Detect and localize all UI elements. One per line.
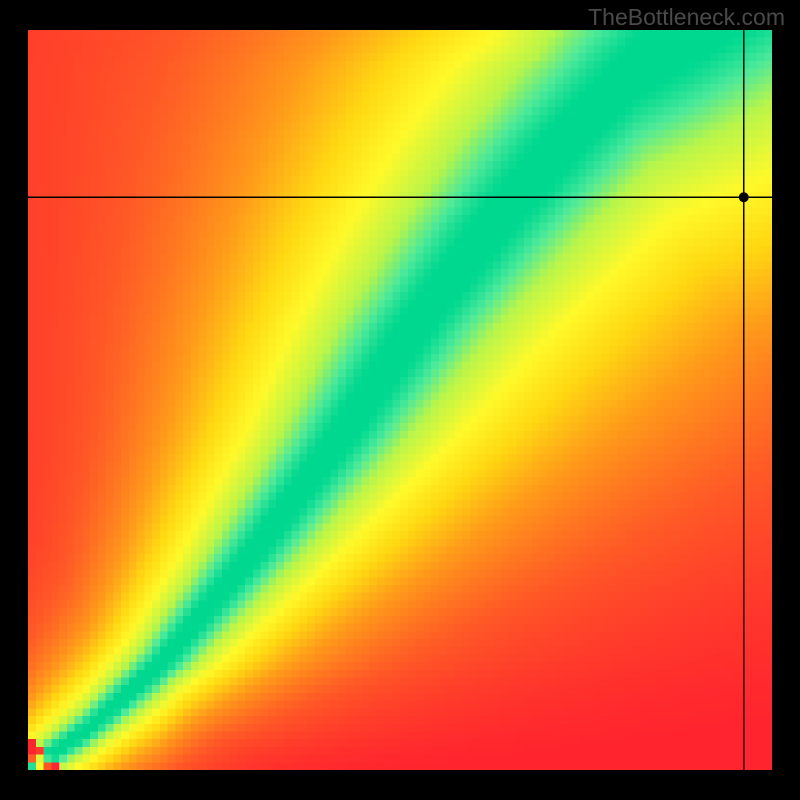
- chart-container: TheBottleneck.com: [0, 0, 800, 800]
- attribution-label: TheBottleneck.com: [588, 4, 785, 31]
- bottleneck-heatmap: [28, 30, 772, 770]
